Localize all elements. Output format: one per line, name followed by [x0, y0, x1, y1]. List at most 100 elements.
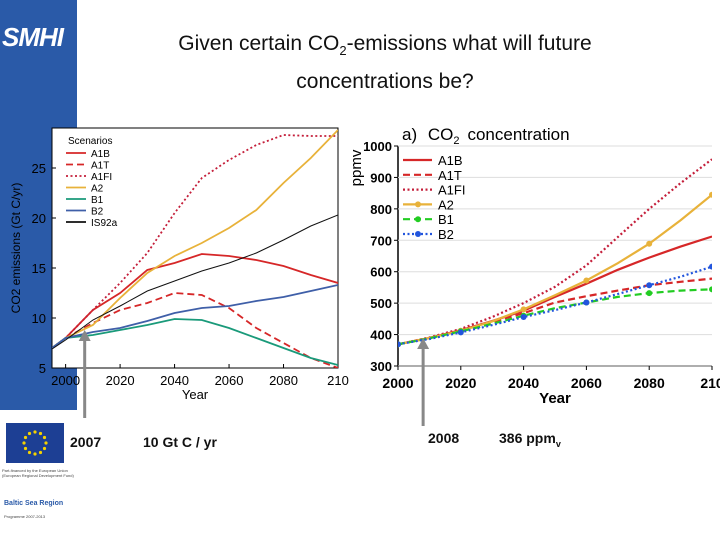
- emissions-legend-label: B2: [91, 207, 104, 218]
- concentration-legend-marker: [415, 201, 421, 208]
- emissions-y-axis-label: CO2 emissions (Gt C/yr): [9, 183, 23, 314]
- note-right-value-text: 386 ppm: [499, 430, 556, 446]
- concentration-legend-label: B1: [438, 212, 454, 227]
- concentration-y-tick-label: 400: [370, 328, 392, 343]
- emissions-legend-label: A1T: [91, 161, 109, 172]
- emissions-x-tick-label: 2060: [215, 373, 244, 388]
- concentration-x-tick-label: 2060: [571, 375, 602, 391]
- emissions-x-axis-label: Year: [182, 387, 209, 402]
- concentration-series-a1b: [398, 235, 712, 346]
- concentration-y-tick-label: 1000: [363, 139, 392, 154]
- emissions-series-a1t: [52, 292, 338, 368]
- emissions-x-tick-label: 2040: [160, 373, 189, 388]
- concentration-legend-label: B2: [438, 227, 454, 242]
- emissions-legend-label: A2: [91, 184, 104, 195]
- title-pre: Given certain CO: [178, 32, 340, 55]
- concentration-y-tick-label: 800: [370, 202, 392, 217]
- concentration-point-b2: [583, 299, 590, 306]
- title-post: -emissions what will future: [346, 32, 592, 55]
- concentration-series-b2: [398, 265, 712, 346]
- emissions-series-b2: [52, 284, 338, 350]
- page-title: Given certain CO2-emissions what will fu…: [100, 28, 670, 97]
- concentration-y-tick-label: 500: [370, 296, 392, 311]
- concentration-point-b2: [457, 329, 464, 336]
- arrow-2007-head: [78, 330, 91, 341]
- concentration-x-tick-label: 210: [700, 375, 720, 391]
- concentration-title-post: concentration: [467, 125, 569, 144]
- baltic-programme-caption: Programme 2007-2013: [4, 514, 46, 519]
- concentration-title-label: a): [402, 125, 422, 144]
- concentration-y-tick-label: 700: [370, 233, 392, 248]
- emissions-x-tick-label: 2020: [106, 373, 135, 388]
- concentration-point-b2: [398, 341, 401, 348]
- note-right-year: 2008: [428, 430, 460, 446]
- emissions-plot-frame: [51, 127, 339, 369]
- emissions-x-tick-label: 2080: [269, 373, 298, 388]
- concentration-title-pre: CO: [428, 125, 454, 144]
- concentration-point-a2: [583, 277, 590, 284]
- note-left-year: 2007: [70, 434, 102, 450]
- emissions-legend-label: IS92a: [91, 218, 118, 229]
- title-line-2: concentrations be?: [296, 70, 474, 94]
- emissions-series-a2: [52, 129, 338, 350]
- concentration-point-b2: [646, 282, 653, 289]
- emissions-x-tick-label: 2000: [51, 373, 80, 388]
- concentration-point-b2: [709, 263, 712, 270]
- concentration-series-a1fi: [398, 158, 712, 346]
- concentration-x-axis-label: Year: [539, 390, 571, 407]
- concentration-point-b2: [520, 313, 527, 320]
- emissions-y-tick-label: 5: [39, 361, 46, 376]
- emissions-series-a1b: [52, 253, 338, 350]
- concentration-legend-label: A1T: [438, 168, 462, 183]
- emissions-y-tick-label: 10: [32, 311, 46, 326]
- title-line-1: Given certain CO2-emissions what will fu…: [100, 28, 670, 66]
- emissions-y-tick-label: 15: [32, 261, 46, 276]
- note-right-value: 386 ppmv: [499, 430, 561, 449]
- emissions-y-tick-label: 25: [32, 161, 46, 176]
- concentration-x-tick-label: 2020: [445, 375, 476, 391]
- concentration-title-sub: 2: [453, 135, 459, 147]
- concentration-x-tick-label: 2080: [634, 375, 665, 391]
- concentration-chart: 300 400 500 600 700 800 900 1000 2000 2020 2040 206…: [348, 125, 720, 407]
- concentration-series-a2: [398, 193, 712, 346]
- title-sub: 2: [339, 43, 347, 59]
- emissions-legend-label: A1B: [91, 149, 110, 160]
- emissions-x-tick-label: 210: [327, 373, 349, 388]
- concentration-point-b1: [709, 286, 712, 293]
- emissions-legend-title: Scenarios: [68, 136, 112, 147]
- emissions-series-is92a: [52, 214, 338, 350]
- baltic-sea-region-logo: Baltic Sea Region: [4, 500, 64, 507]
- concentration-point-a2: [520, 306, 527, 313]
- emissions-legend-label: A1FI: [91, 172, 112, 183]
- concentration-point-a2: [646, 240, 653, 247]
- concentration-legend-label: A1FI: [438, 183, 465, 198]
- emissions-chart: 2000 2020 2040 2060 2080 210 5 10 15 20 25 Year CO2 …: [9, 127, 349, 402]
- concentration-legend-marker: [415, 216, 421, 223]
- note-right-value-sub: v: [555, 438, 561, 449]
- concentration-legend-label: A1B: [438, 153, 463, 168]
- concentration-y-tick-label: 300: [370, 359, 392, 374]
- concentration-series-a1t: [398, 277, 712, 346]
- concentration-point-b1: [646, 290, 653, 297]
- concentration-point-a2: [709, 191, 712, 198]
- concentration-y-tick-label: 600: [370, 265, 392, 280]
- concentration-x-tick-label: 2000: [382, 375, 413, 391]
- annotation-arrows: [78, 330, 430, 426]
- concentration-y-tick-label: 900: [370, 170, 392, 185]
- smhi-logo: SMHI: [2, 22, 64, 52]
- emissions-legend-label: B1: [91, 195, 104, 206]
- concentration-y-axis-label: ppmv: [348, 149, 365, 186]
- arrow-2008-head: [417, 337, 430, 349]
- concentration-x-tick-label: 2040: [508, 375, 539, 391]
- emissions-y-tick-label: 20: [32, 211, 46, 226]
- emissions-series-b1: [52, 318, 338, 366]
- emissions-series-a1fi: [52, 134, 338, 350]
- concentration-legend-marker: [415, 231, 421, 237]
- note-left-value: 10 Gt C / yr: [143, 434, 217, 450]
- concentration-chart-title: a) CO2 concentration: [402, 125, 570, 147]
- concentration-legend-label: A2: [438, 197, 454, 212]
- eu-caption: Part-financed by the European Union (Eur…: [2, 468, 74, 478]
- concentration-series-b1: [398, 288, 712, 346]
- eu-flag-icon: [6, 423, 64, 463]
